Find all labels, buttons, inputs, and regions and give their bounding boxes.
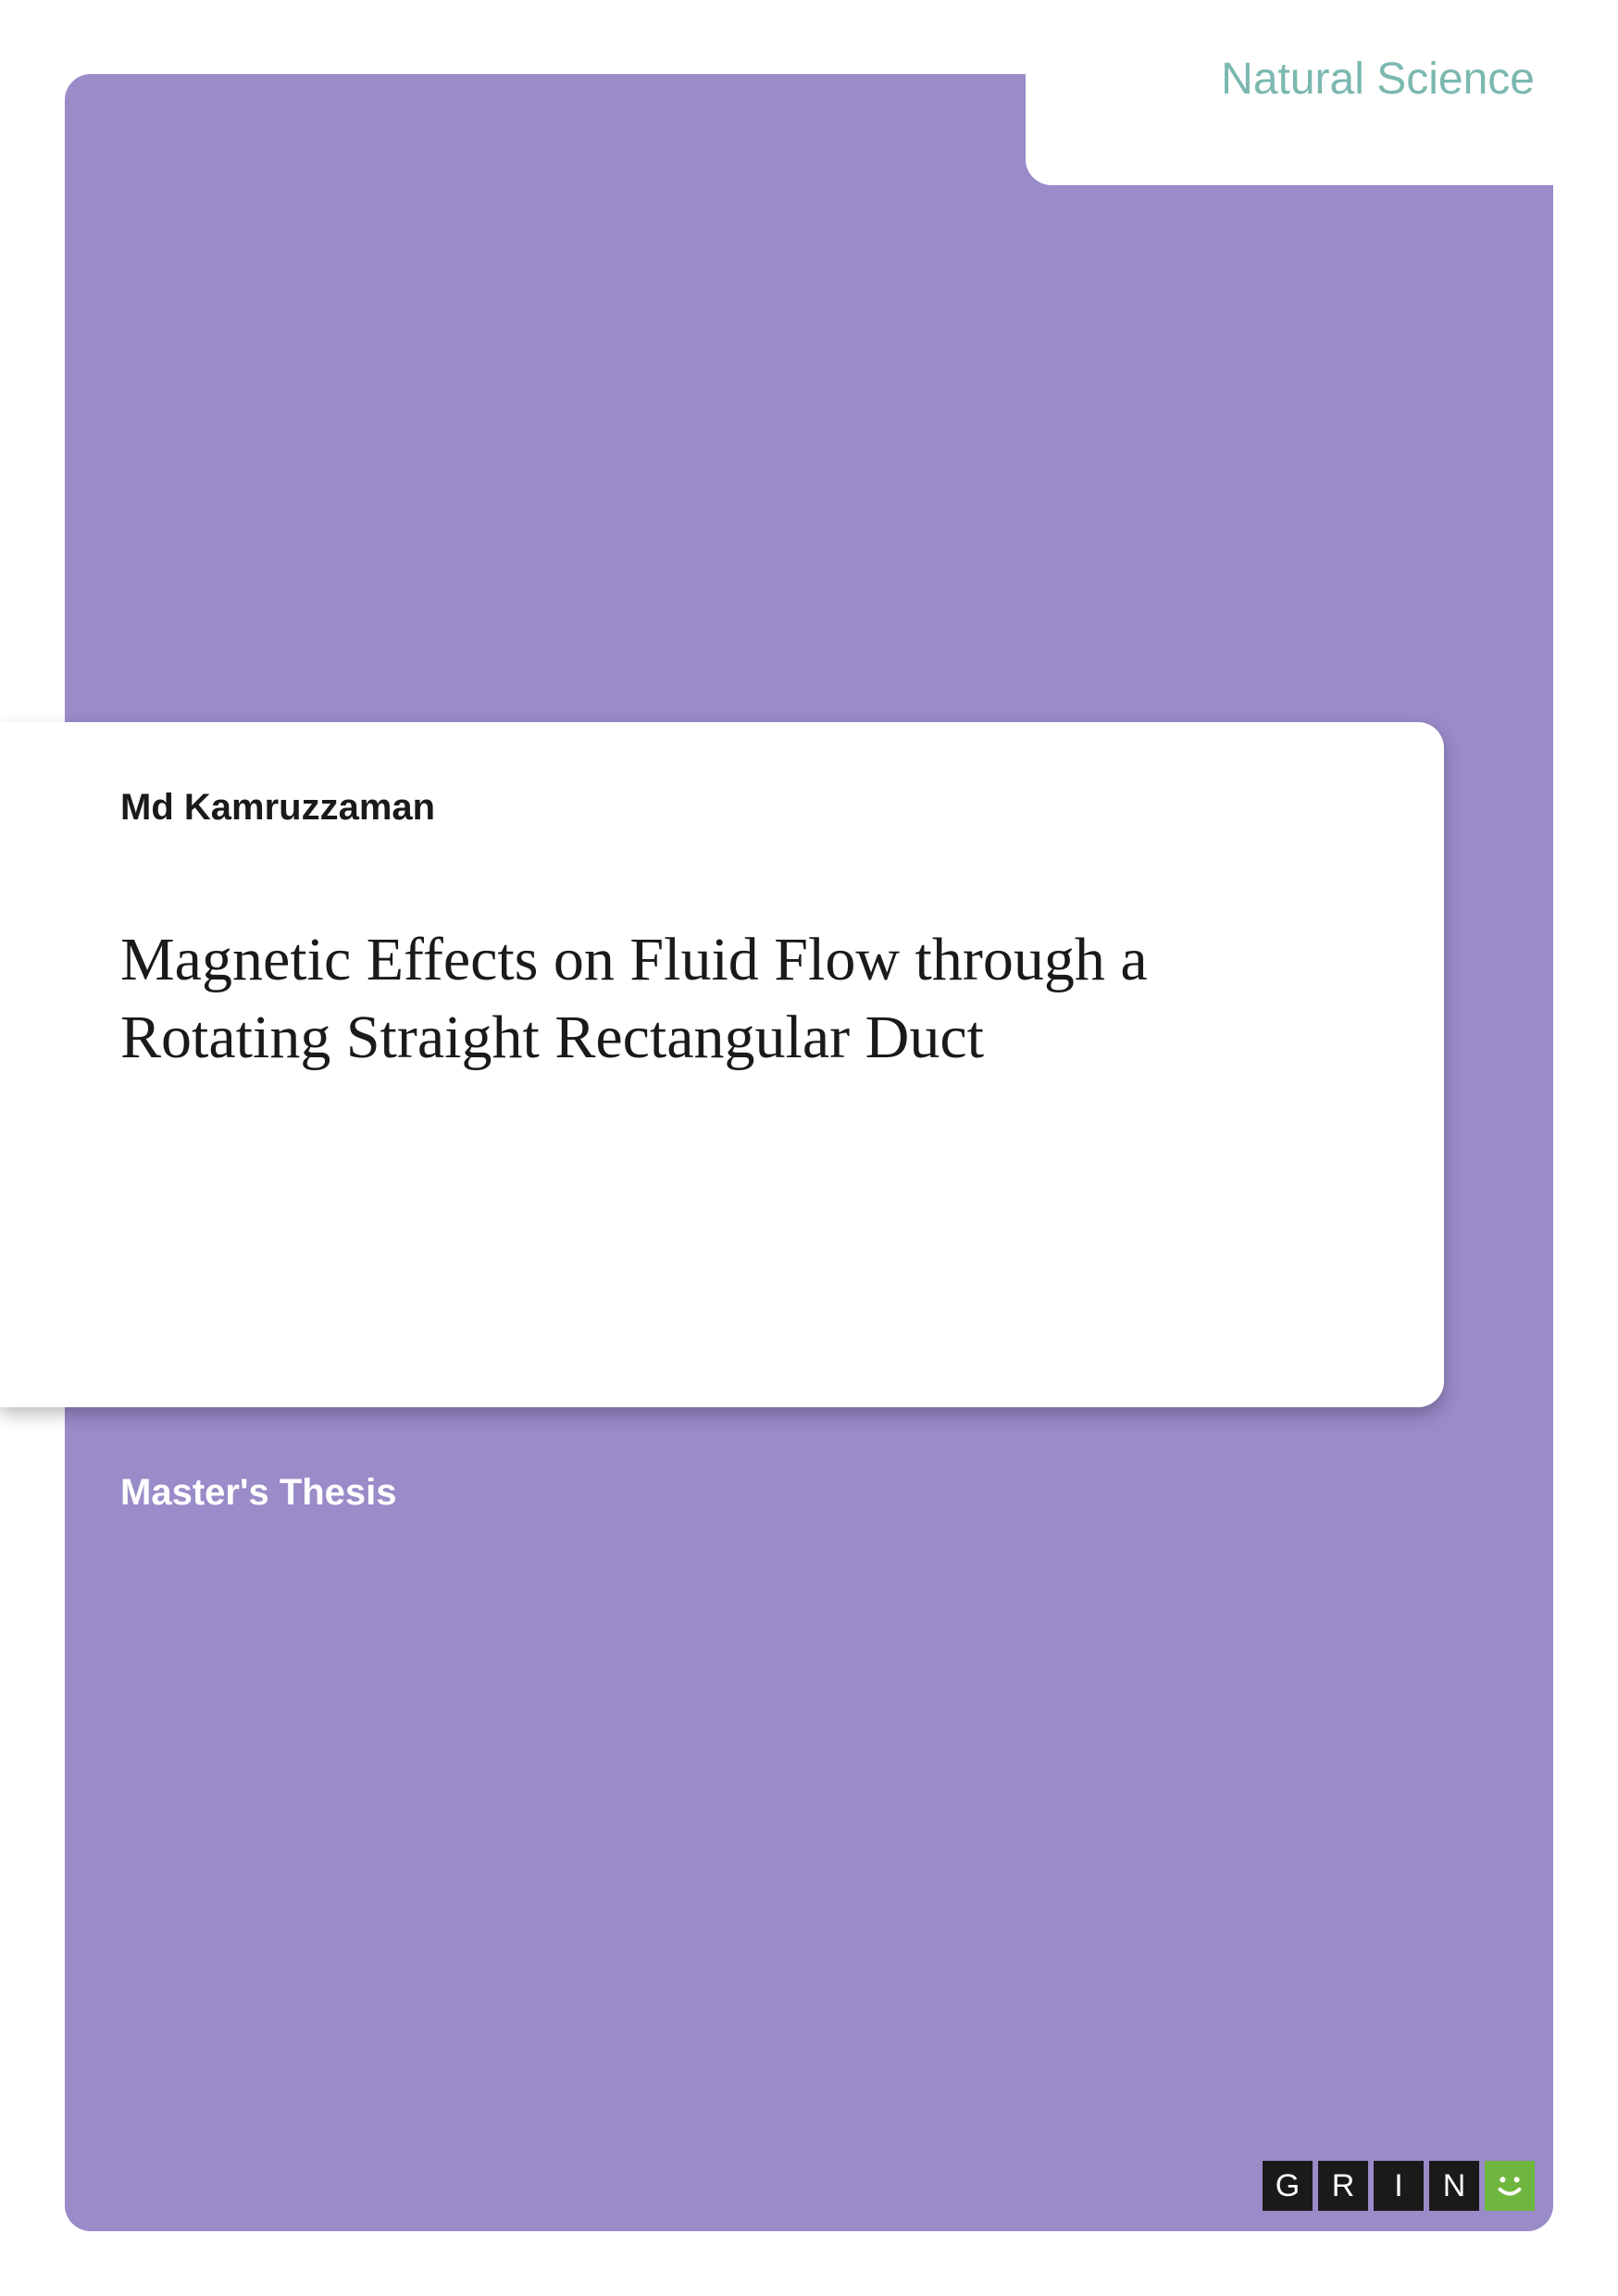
logo-letter-g: G — [1263, 2161, 1313, 2211]
document-title: Magnetic Effects on Fluid Flow through a… — [120, 921, 1361, 1078]
logo-smile-icon — [1485, 2161, 1535, 2211]
logo-letter-i: I — [1374, 2161, 1424, 2211]
category-label: Natural Science — [1221, 54, 1535, 105]
document-type: Master's Thesis — [120, 1472, 397, 1514]
logo-letter-n: N — [1429, 2161, 1479, 2211]
title-card: Md Kamruzzaman Magnetic Effects on Fluid… — [0, 722, 1444, 1407]
author-name: Md Kamruzzaman — [120, 787, 1361, 829]
logo-letter-r: R — [1318, 2161, 1368, 2211]
publisher-logo: G R I N — [1263, 2161, 1535, 2211]
